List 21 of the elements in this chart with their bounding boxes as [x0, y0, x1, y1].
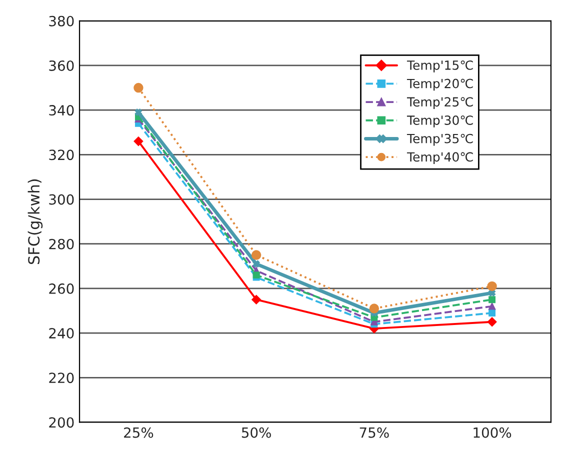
x-tick-label: 25%: [124, 427, 154, 438]
y-tick-label: 320: [49, 150, 74, 160]
y-tick-label: 220: [49, 372, 74, 384]
legend-label: Temp'35℃: [406, 134, 473, 146]
y-tick-label: 340: [49, 105, 74, 116]
x-tick-label: 50%: [242, 427, 271, 438]
y-tick-label: 280: [49, 238, 74, 250]
y-tick-label: 260: [49, 283, 74, 294]
y-tick-label: 240: [49, 328, 74, 339]
x-tick-label: 75%: [360, 427, 389, 438]
y-tick-label: 300: [49, 194, 74, 205]
legend-label: Temp'15℃: [406, 60, 473, 72]
x-tick-label: 100%: [474, 427, 512, 438]
y-tick-label: 200: [49, 417, 74, 428]
y-tick-label: 360: [49, 60, 74, 71]
legend-label: Temp'25℃: [406, 97, 473, 110]
y-tick-label: 380: [49, 16, 74, 26]
legend-label: Temp'30℃: [406, 115, 473, 128]
legend-label: Temp'20℃: [406, 78, 473, 91]
y-axis-title: SFC(g/kwh): [28, 179, 43, 264]
legend-label: Temp'40℃: [406, 152, 473, 164]
